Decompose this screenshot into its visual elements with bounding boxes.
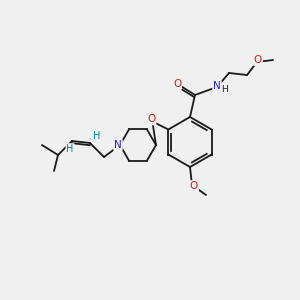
Text: H: H — [93, 131, 101, 141]
Text: O: O — [254, 55, 262, 65]
Text: N: N — [114, 140, 122, 150]
Text: O: O — [190, 181, 198, 191]
Text: N: N — [213, 81, 221, 91]
Text: O: O — [173, 79, 181, 89]
Text: O: O — [147, 115, 155, 124]
Text: H: H — [66, 144, 74, 154]
Text: H: H — [222, 85, 228, 94]
